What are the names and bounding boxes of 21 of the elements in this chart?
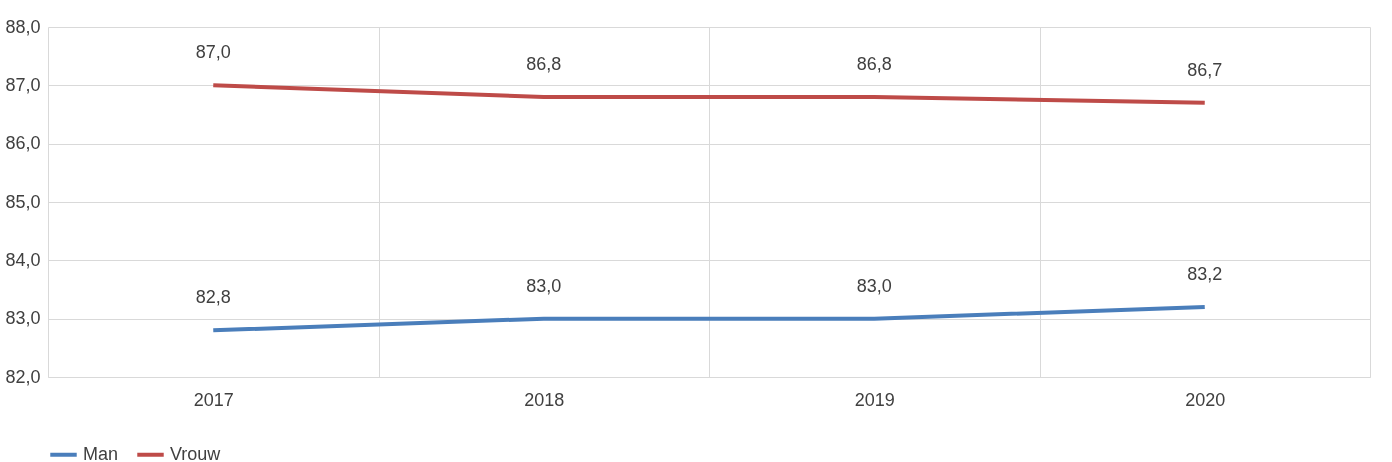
y-tick-label: 88,0 [5, 16, 41, 37]
x-tick-label: 2018 [524, 389, 565, 410]
y-tick-label: 86,0 [5, 133, 41, 154]
y-tick-label: 85,0 [5, 191, 41, 212]
data-label: 83,2 [1187, 264, 1223, 284]
data-label: 83,0 [856, 275, 892, 296]
x-tick-label: 2017 [193, 389, 234, 410]
y-tick-label: 84,0 [5, 249, 41, 270]
data-label: 82,8 [195, 287, 231, 308]
x-tick-label: 2019 [854, 389, 895, 410]
data-label: 83,0 [526, 275, 562, 296]
legend-label: Man [83, 443, 119, 462]
y-tick-label: 87,0 [5, 74, 41, 95]
data-label: 86,8 [856, 54, 892, 74]
y-tick-label: 83,0 [5, 308, 41, 329]
x-tick-label: 2020 [1185, 389, 1226, 410]
y-tick-label: 82,0 [5, 366, 41, 387]
data-label: 86,8 [526, 54, 562, 74]
data-label: 86,7 [1187, 59, 1223, 80]
data-label: 87,0 [195, 42, 231, 63]
legend-label: Vrouw [170, 443, 222, 462]
